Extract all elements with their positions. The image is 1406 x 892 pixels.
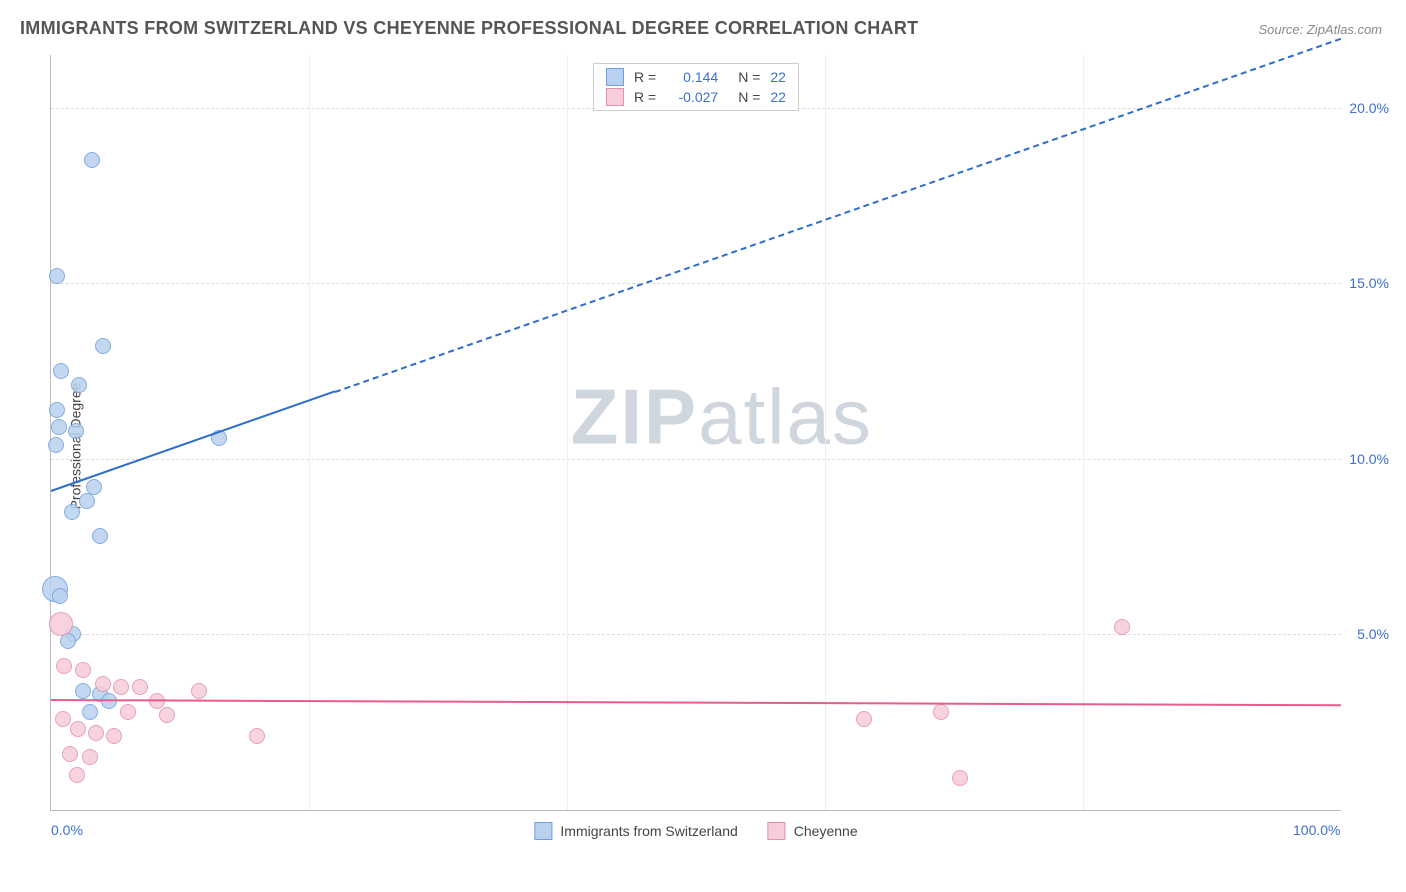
- legend-label: Immigrants from Switzerland: [560, 823, 737, 839]
- y-tick-label: 5.0%: [1357, 626, 1389, 642]
- legend-row-swiss: R = 0.144 N = 22: [606, 68, 786, 86]
- legend-item-swiss: Immigrants from Switzerland: [534, 822, 737, 840]
- data-point-swiss: [92, 528, 108, 544]
- data-point-cheyenne: [159, 707, 175, 723]
- trend-line-cheyenne-solid: [51, 699, 1341, 706]
- r-value: 0.144: [666, 69, 718, 85]
- gridline-h: [51, 283, 1341, 284]
- watermark-logo: ZIPatlas: [571, 372, 873, 463]
- data-point-swiss: [75, 683, 91, 699]
- data-point-cheyenne: [191, 683, 207, 699]
- legend-item-cheyenne: Cheyenne: [768, 822, 858, 840]
- legend-row-cheyenne: R = -0.027 N = 22: [606, 88, 786, 106]
- data-point-cheyenne: [933, 704, 949, 720]
- n-value: 22: [770, 89, 786, 105]
- data-point-swiss: [49, 268, 65, 284]
- data-point-swiss: [53, 363, 69, 379]
- trend-line-swiss-solid: [51, 391, 335, 493]
- y-tick-label: 20.0%: [1349, 100, 1389, 116]
- data-point-swiss: [51, 419, 67, 435]
- r-label: R =: [634, 89, 656, 105]
- gridline-v: [825, 55, 826, 810]
- n-value: 22: [770, 69, 786, 85]
- data-point-cheyenne: [75, 662, 91, 678]
- gridline-v: [309, 55, 310, 810]
- data-point-cheyenne: [106, 728, 122, 744]
- data-point-cheyenne: [1114, 619, 1130, 635]
- data-point-swiss: [48, 437, 64, 453]
- source-attribution: Source: ZipAtlas.com: [1258, 22, 1382, 37]
- legend-swatch: [606, 88, 624, 106]
- data-point-cheyenne: [113, 679, 129, 695]
- data-point-cheyenne: [120, 704, 136, 720]
- data-point-swiss: [82, 704, 98, 720]
- legend-swatch: [768, 822, 786, 840]
- gridline-h: [51, 634, 1341, 635]
- y-tick-label: 10.0%: [1349, 451, 1389, 467]
- data-point-cheyenne: [49, 612, 73, 636]
- r-value: -0.027: [666, 89, 718, 105]
- data-point-cheyenne: [62, 746, 78, 762]
- data-point-swiss: [52, 588, 68, 604]
- watermark-rest: atlas: [698, 373, 873, 461]
- data-point-cheyenne: [952, 770, 968, 786]
- data-point-cheyenne: [95, 676, 111, 692]
- gridline-h: [51, 459, 1341, 460]
- trend-line-swiss-dashed: [334, 38, 1341, 393]
- data-point-cheyenne: [249, 728, 265, 744]
- data-point-swiss: [68, 423, 84, 439]
- data-point-cheyenne: [69, 767, 85, 783]
- data-point-cheyenne: [82, 749, 98, 765]
- series-legend: Immigrants from Switzerland Cheyenne: [534, 822, 857, 840]
- data-point-cheyenne: [55, 711, 71, 727]
- r-label: R =: [634, 69, 656, 85]
- data-point-swiss: [71, 377, 87, 393]
- data-point-cheyenne: [88, 725, 104, 741]
- legend-swatch: [534, 822, 552, 840]
- n-label: N =: [738, 89, 760, 105]
- data-point-swiss: [95, 338, 111, 354]
- y-tick-label: 15.0%: [1349, 275, 1389, 291]
- data-point-cheyenne: [856, 711, 872, 727]
- x-tick-label: 100.0%: [1293, 822, 1340, 838]
- data-point-cheyenne: [132, 679, 148, 695]
- data-point-cheyenne: [56, 658, 72, 674]
- gridline-v: [567, 55, 568, 810]
- watermark-bold: ZIP: [571, 373, 698, 461]
- data-point-swiss: [64, 504, 80, 520]
- scatter-chart: ZIPatlas R =0.144N =22R =-0.027N =22 Imm…: [50, 55, 1341, 811]
- legend-label: Cheyenne: [794, 823, 858, 839]
- legend-swatch: [606, 68, 624, 86]
- data-point-swiss: [79, 493, 95, 509]
- data-point-swiss: [84, 152, 100, 168]
- chart-title: IMMIGRANTS FROM SWITZERLAND VS CHEYENNE …: [20, 18, 918, 39]
- data-point-swiss: [49, 402, 65, 418]
- data-point-cheyenne: [70, 721, 86, 737]
- n-label: N =: [738, 69, 760, 85]
- gridline-v: [1083, 55, 1084, 810]
- x-tick-label: 0.0%: [51, 822, 83, 838]
- correlation-legend: R = 0.144 N = 22 R = -0.027 N = 22: [593, 63, 799, 111]
